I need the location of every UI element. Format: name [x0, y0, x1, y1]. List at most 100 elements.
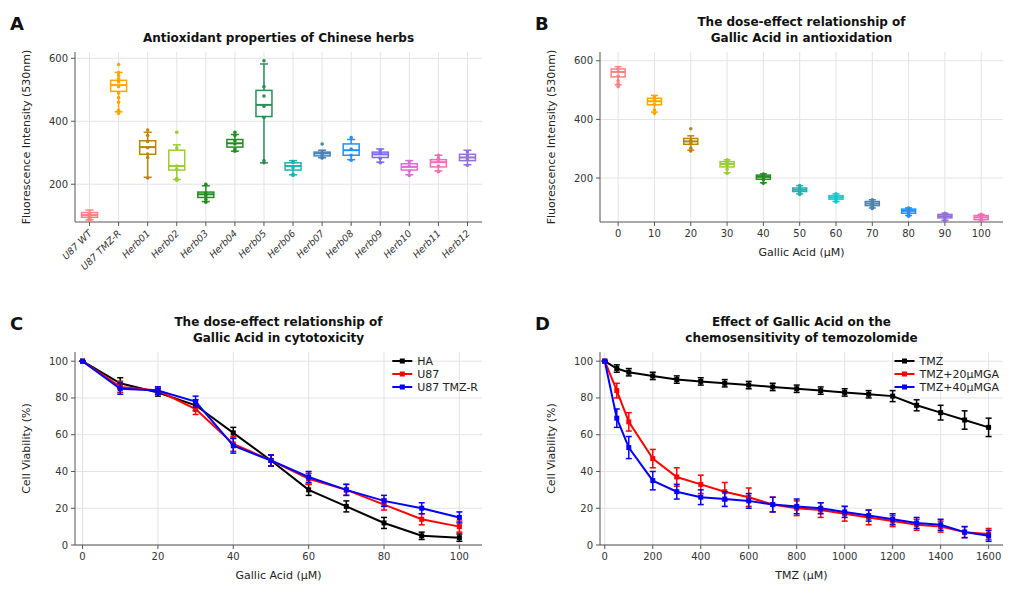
flier — [117, 77, 121, 81]
flier — [762, 172, 766, 176]
marker — [626, 419, 631, 424]
cap-high — [318, 149, 326, 151]
error-cap — [268, 454, 274, 456]
error-cap — [698, 474, 704, 476]
marker — [650, 478, 655, 483]
error-bar — [962, 527, 968, 538]
error-cap — [794, 513, 800, 515]
grid-line — [604, 352, 605, 545]
x-tick-label: 100 — [450, 551, 469, 562]
flier — [466, 164, 470, 168]
marker — [890, 517, 895, 522]
legend-label: U87 TMZ-R — [417, 381, 478, 394]
error-bar — [456, 534, 462, 541]
error-cap — [962, 428, 968, 430]
box-body — [198, 192, 214, 197]
x-tick — [727, 222, 728, 226]
marker — [80, 359, 85, 364]
error-cap — [419, 513, 425, 515]
error-cap — [230, 452, 236, 454]
error-cap — [614, 397, 620, 399]
cap-high — [260, 63, 268, 65]
legend-marker — [902, 372, 907, 377]
x-tick — [748, 545, 749, 549]
y-tick — [596, 471, 600, 472]
marker — [614, 366, 619, 371]
grid — [75, 352, 482, 545]
error-cap — [842, 506, 848, 508]
x-tick — [234, 222, 235, 226]
flier — [320, 142, 324, 146]
cap-high — [86, 209, 94, 211]
x-tick — [322, 222, 323, 226]
error-cap — [268, 465, 274, 467]
grid-line — [75, 397, 482, 398]
y-tick — [596, 397, 600, 398]
marker — [818, 506, 823, 511]
x-axis-label: TMZ (μM) — [774, 569, 827, 582]
box — [111, 63, 127, 115]
x-tick-label: 20 — [684, 228, 697, 239]
grid-line — [654, 52, 655, 222]
error-cap — [650, 449, 656, 451]
flier — [653, 108, 657, 112]
x-tick — [796, 545, 797, 549]
error-cap — [746, 381, 752, 383]
box — [938, 211, 952, 222]
flier — [204, 191, 208, 195]
x-axis-line — [600, 222, 1003, 223]
marks — [80, 359, 463, 542]
error-cap — [230, 427, 236, 429]
box — [198, 182, 214, 204]
error-bar — [698, 490, 704, 505]
error-cap — [794, 384, 800, 386]
x-tick-label: Herb08 — [323, 228, 356, 261]
error-cap — [419, 513, 425, 515]
error-cap — [986, 541, 992, 543]
box — [793, 184, 807, 196]
error-bar — [986, 530, 992, 541]
error-bar — [306, 473, 312, 484]
x-tick — [293, 222, 294, 226]
error-cap — [818, 513, 824, 515]
flier — [437, 157, 441, 161]
marker — [155, 388, 160, 393]
legend-marker — [400, 359, 405, 364]
error-cap — [456, 522, 462, 524]
flier — [349, 147, 353, 151]
y-tick-label: 20 — [580, 503, 593, 514]
y-tick-label: 600 — [49, 53, 68, 64]
error-cap — [842, 506, 848, 508]
marker — [602, 359, 607, 364]
cap-high — [687, 135, 694, 137]
x-tick-label: Herb01 — [120, 228, 153, 261]
x-tick-label: 1000 — [832, 551, 857, 562]
x-tick-label: 0 — [602, 551, 608, 562]
series — [80, 359, 463, 542]
x-tick — [604, 545, 605, 549]
error-cap — [626, 412, 632, 414]
error-cap — [381, 506, 387, 508]
marker — [914, 520, 919, 525]
error-cap — [155, 394, 161, 396]
x-tick-label: 20 — [152, 551, 165, 562]
error-cap — [818, 502, 824, 504]
flier — [117, 91, 121, 95]
error-bar — [456, 512, 462, 523]
error-bar — [381, 517, 387, 528]
grid-line — [233, 352, 234, 545]
error-bar — [650, 449, 656, 467]
x-tick — [380, 222, 381, 226]
y-tick — [71, 508, 75, 509]
error-cap — [193, 395, 199, 397]
error-cap — [117, 381, 123, 383]
error-bar — [842, 506, 848, 517]
error-cap — [306, 471, 312, 473]
marker — [602, 359, 607, 364]
y-tick-label: 0 — [62, 540, 68, 551]
marker — [457, 524, 462, 529]
marker — [674, 377, 679, 382]
marker — [818, 388, 823, 393]
box — [401, 160, 417, 177]
cap-high — [173, 144, 181, 146]
